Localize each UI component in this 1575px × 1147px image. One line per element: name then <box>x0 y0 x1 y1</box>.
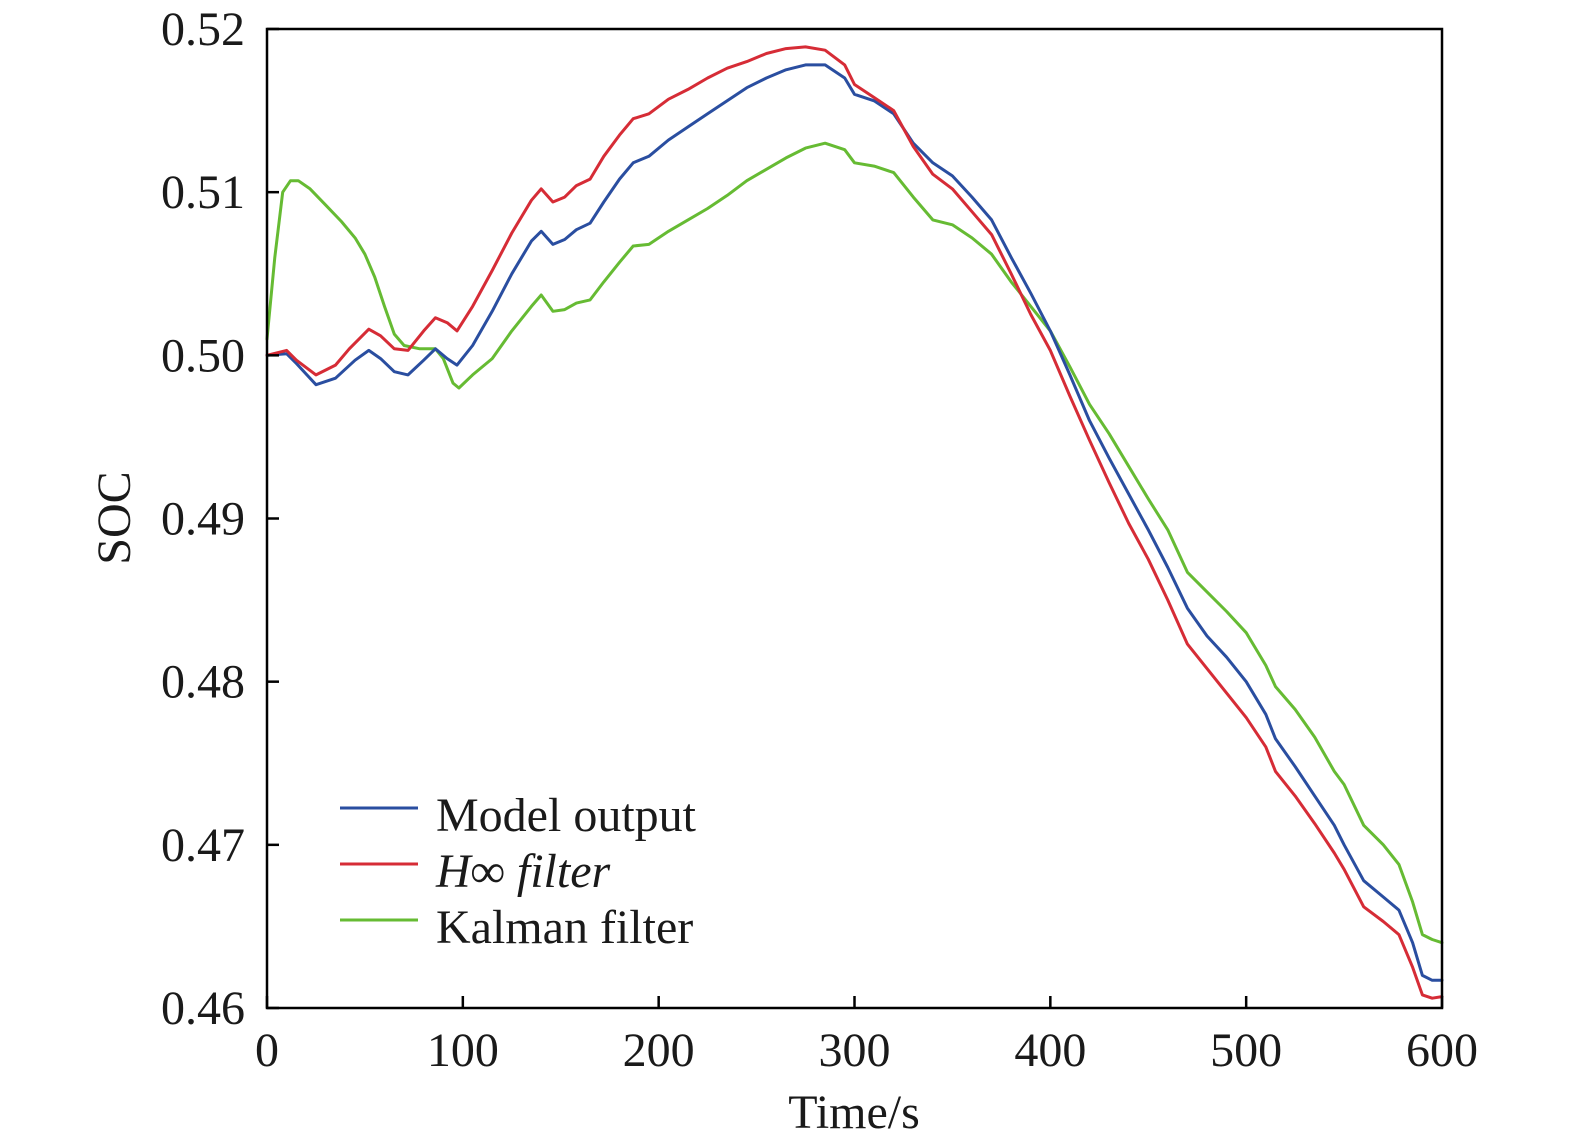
x-tick-label: 0 <box>255 1024 279 1077</box>
legend-label-model-output: Model output <box>436 789 697 842</box>
series-line-kalman-filter <box>265 141 1444 945</box>
y-tick-label: 0.47 <box>161 819 245 872</box>
y-axis-title: SOC <box>88 471 141 564</box>
x-tick-label: 200 <box>623 1024 695 1077</box>
series-line-model-output <box>265 63 1444 982</box>
x-axis-title: Time/s <box>788 1086 920 1139</box>
series-layer <box>265 45 1444 1000</box>
x-tick-label: 100 <box>427 1024 499 1077</box>
x-tick-label: 500 <box>1210 1024 1282 1077</box>
x-axis-ticks: 0 100 200 300 400 500 600 <box>255 996 1478 1077</box>
x-tick-label: 400 <box>1014 1024 1086 1077</box>
legend-label-kalman-filter: Kalman filter <box>436 901 693 954</box>
y-tick-label: 0.51 <box>161 166 245 219</box>
y-axis-ticks: 0.46 0.47 0.48 0.49 0.50 0.51 0.52 <box>161 3 279 1035</box>
y-tick-label: 0.52 <box>161 3 245 56</box>
y-tick-label: 0.46 <box>161 982 245 1035</box>
x-tick-label: 600 <box>1406 1024 1478 1077</box>
y-tick-label: 0.48 <box>161 656 245 709</box>
x-tick-label: 300 <box>819 1024 891 1077</box>
legend: Model output H∞ filter Kalman filter <box>340 789 697 954</box>
y-tick-label: 0.50 <box>161 329 245 382</box>
legend-label-h-infinity-filter: H∞ filter <box>435 845 611 898</box>
y-tick-label: 0.49 <box>161 493 245 546</box>
series-line-h-infinity-filter <box>265 45 1444 1000</box>
